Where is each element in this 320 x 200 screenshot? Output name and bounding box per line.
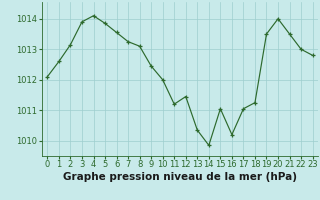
X-axis label: Graphe pression niveau de la mer (hPa): Graphe pression niveau de la mer (hPa) bbox=[63, 172, 297, 182]
